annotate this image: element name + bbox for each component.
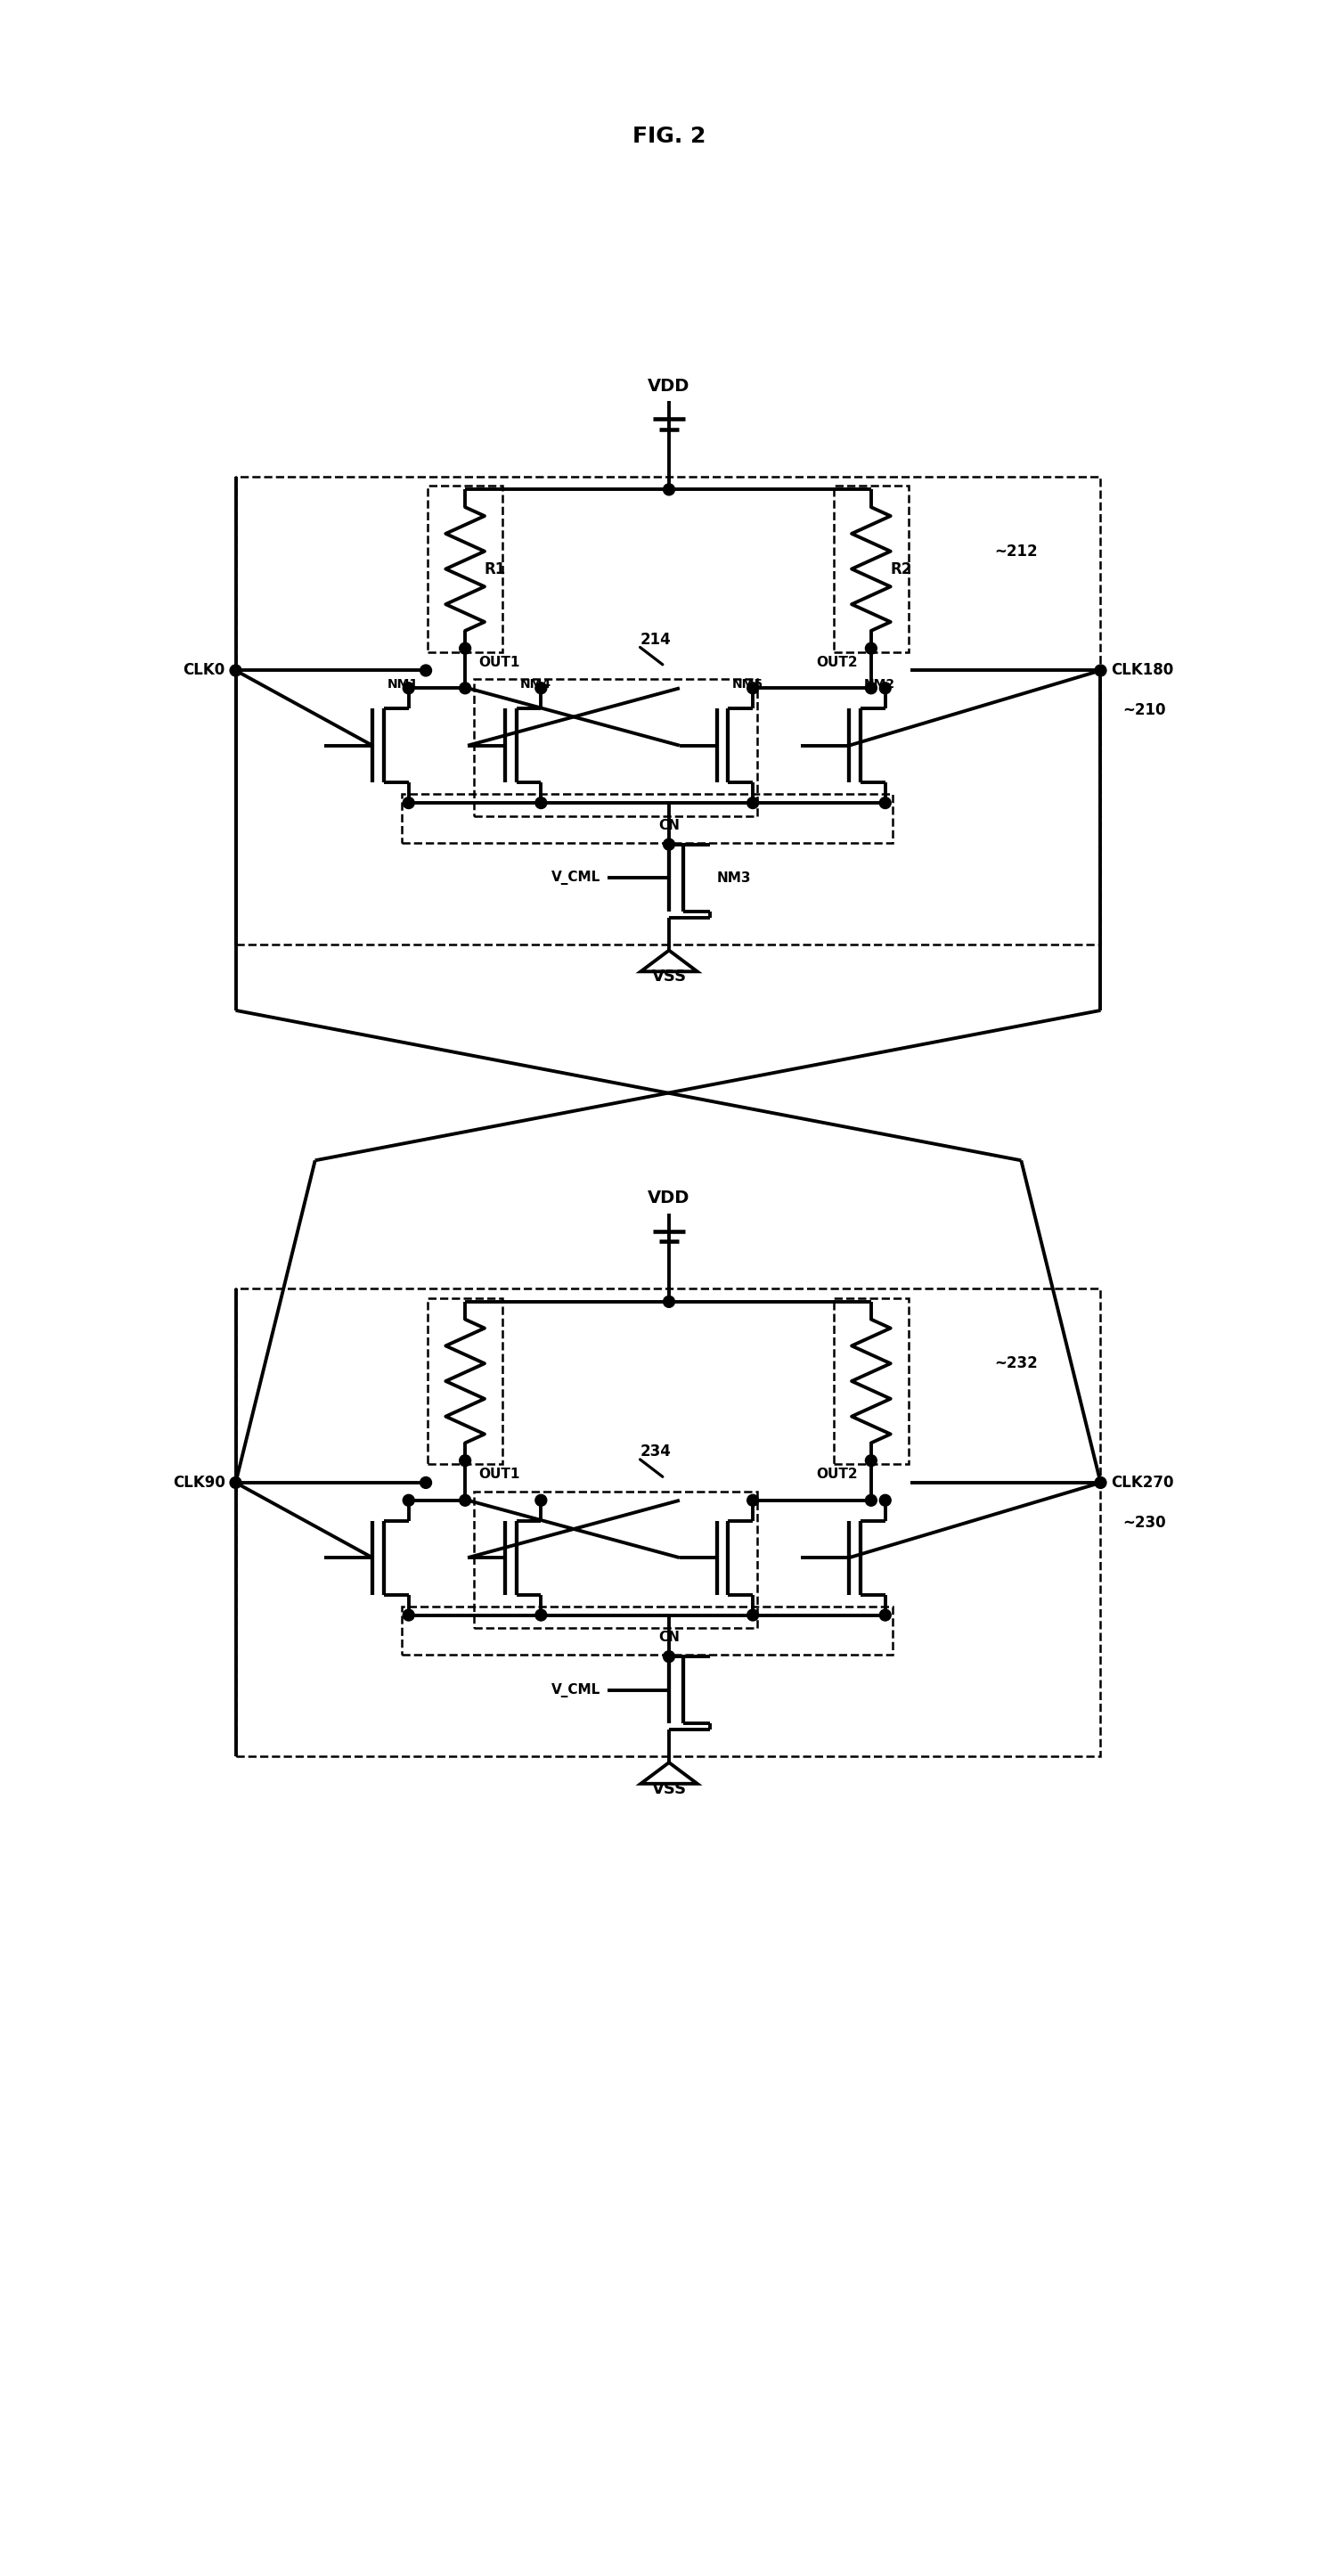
Circle shape xyxy=(866,1494,876,1507)
Bar xyxy=(235,1288,1101,1757)
Circle shape xyxy=(403,683,415,693)
Circle shape xyxy=(535,683,547,693)
Text: CLK0: CLK0 xyxy=(183,662,225,677)
Text: ~210: ~210 xyxy=(1123,703,1165,719)
Text: 234: 234 xyxy=(640,1443,672,1461)
Text: OUT2: OUT2 xyxy=(816,1468,858,1481)
Circle shape xyxy=(535,1494,547,1507)
Text: R2: R2 xyxy=(891,562,913,577)
Bar xyxy=(428,487,503,652)
Circle shape xyxy=(403,1494,415,1507)
Bar xyxy=(401,793,892,842)
Text: VDD: VDD xyxy=(648,1190,690,1208)
Circle shape xyxy=(664,840,674,850)
Text: NM5: NM5 xyxy=(732,677,763,690)
Circle shape xyxy=(1094,665,1107,677)
Text: NM4: NM4 xyxy=(520,677,551,690)
Circle shape xyxy=(747,1494,759,1507)
Circle shape xyxy=(459,1494,471,1507)
Circle shape xyxy=(879,1610,891,1620)
Circle shape xyxy=(403,796,415,809)
Text: OUT2: OUT2 xyxy=(816,654,858,670)
Circle shape xyxy=(459,683,471,693)
Circle shape xyxy=(879,683,891,693)
Text: R1: R1 xyxy=(484,562,506,577)
Circle shape xyxy=(230,665,241,677)
Circle shape xyxy=(747,796,759,809)
Circle shape xyxy=(403,1610,415,1620)
Text: V_CML: V_CML xyxy=(551,871,601,886)
Circle shape xyxy=(866,1455,876,1466)
Text: ~212: ~212 xyxy=(994,544,1038,559)
Text: VSS: VSS xyxy=(652,969,686,984)
Text: NM2: NM2 xyxy=(864,677,895,690)
Bar xyxy=(235,477,1101,945)
Circle shape xyxy=(879,1494,891,1507)
Circle shape xyxy=(866,641,876,654)
Bar xyxy=(428,1298,503,1463)
Circle shape xyxy=(664,1296,674,1309)
Text: ~232: ~232 xyxy=(994,1355,1038,1370)
Text: NM3: NM3 xyxy=(717,871,751,884)
Bar xyxy=(834,1298,909,1463)
Text: CN: CN xyxy=(658,1631,680,1643)
Circle shape xyxy=(664,1651,674,1662)
Circle shape xyxy=(420,1476,432,1489)
Bar xyxy=(474,1492,757,1628)
Text: CLK270: CLK270 xyxy=(1111,1473,1173,1492)
Circle shape xyxy=(459,641,471,654)
Bar xyxy=(834,487,909,652)
Circle shape xyxy=(459,1455,471,1466)
Circle shape xyxy=(535,1610,547,1620)
Text: VDD: VDD xyxy=(648,379,690,394)
Circle shape xyxy=(535,796,547,809)
Text: NM1: NM1 xyxy=(388,677,419,690)
Text: CN: CN xyxy=(658,819,680,832)
Circle shape xyxy=(866,683,876,693)
Text: OUT1: OUT1 xyxy=(479,1468,519,1481)
Text: OUT1: OUT1 xyxy=(479,654,519,670)
Text: CLK90: CLK90 xyxy=(173,1473,225,1492)
Circle shape xyxy=(747,1610,759,1620)
Circle shape xyxy=(879,796,891,809)
Text: FIG. 2: FIG. 2 xyxy=(633,126,705,147)
Text: 214: 214 xyxy=(641,631,672,647)
Circle shape xyxy=(230,1476,241,1489)
Circle shape xyxy=(747,683,759,693)
Bar xyxy=(474,680,757,817)
Text: V_CML: V_CML xyxy=(551,1682,601,1698)
Circle shape xyxy=(420,665,432,677)
Text: CLK180: CLK180 xyxy=(1111,662,1173,677)
Text: ~230: ~230 xyxy=(1123,1515,1165,1530)
Circle shape xyxy=(664,484,674,495)
Bar xyxy=(401,1607,892,1654)
Text: VSS: VSS xyxy=(652,1780,686,1798)
Circle shape xyxy=(1094,1476,1107,1489)
